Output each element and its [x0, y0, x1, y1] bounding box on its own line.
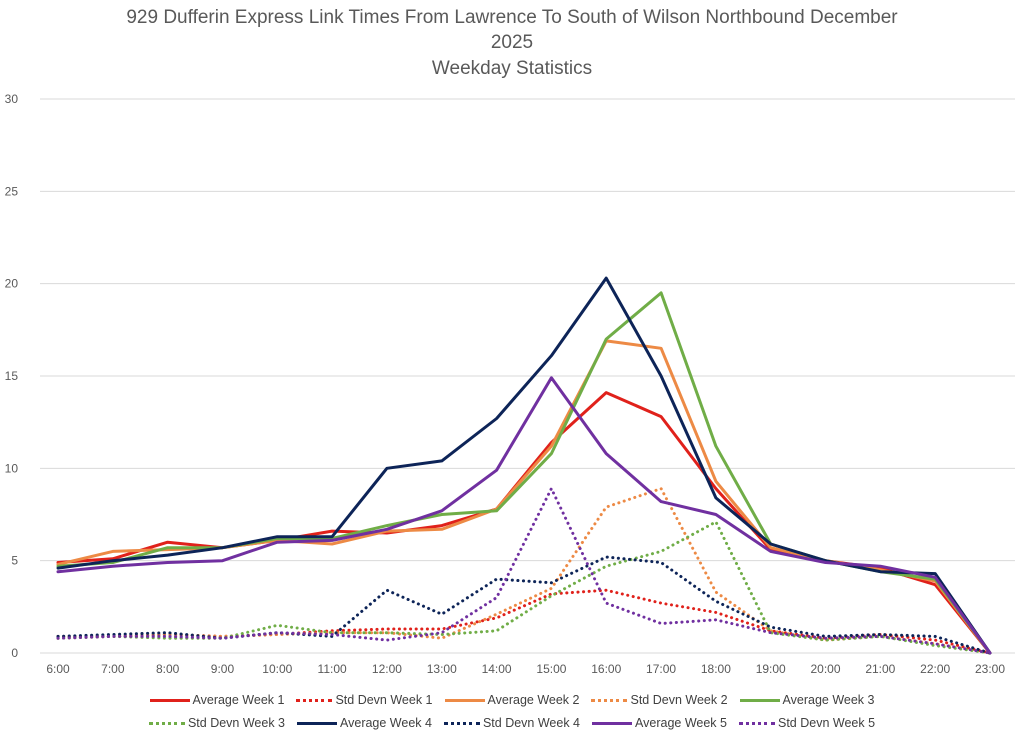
y-tick-label: 15 — [5, 369, 19, 383]
legend-item: Average Week 2 — [444, 693, 580, 707]
legend-row-2: Std Devn Week 3 Average Week 4 Std Devn We… — [0, 716, 1024, 730]
legend-dotted-line-icon — [443, 721, 480, 725]
y-tick-label: 20 — [5, 277, 19, 291]
x-tick-label: 17:00 — [646, 662, 676, 676]
x-tick-label: 16:00 — [591, 662, 621, 676]
x-tick-label: 7:00 — [101, 662, 125, 676]
x-tick-label: 14:00 — [482, 662, 512, 676]
legend-item: Average Week 1 — [149, 693, 285, 707]
x-tick-label: 23:00 — [975, 662, 1005, 676]
chart-subtitle: Weekday Statistics — [431, 58, 593, 79]
legend-solid-line-icon — [149, 698, 190, 702]
legend-label: Average Week 1 — [192, 693, 285, 707]
series-line-average-week-1 — [56, 391, 992, 655]
legend-dotted-line-icon — [148, 721, 185, 725]
legend-dotted-line-icon — [738, 721, 775, 725]
series-line-std-devn-week-4 — [56, 555, 992, 655]
legend-item: Std Devn Week 3 — [148, 716, 285, 730]
legend-dotted-line-icon — [296, 698, 333, 702]
legend-label: Std Devn Week 4 — [482, 716, 581, 730]
legend-label: Std Devn Week 2 — [630, 693, 728, 707]
x-tick-label: 20:00 — [811, 662, 841, 676]
series-line-average-week-5 — [56, 376, 992, 655]
series-line-average-week-3 — [56, 291, 992, 655]
legend-label: Average Week 3 — [782, 693, 875, 707]
x-axis-ticks: 6:00 7:00 8:00 9:00 10:00 11:00 12:00 13:00 14:0… — [46, 662, 1005, 676]
series-line-std-devn-week-1 — [56, 588, 992, 655]
line-chart: 0 5 10 15 20 25 30 6:00 7:00 8:00 9:00 10:00 11:00 1… — [5, 92, 1015, 676]
x-tick-label: 15:00 — [536, 662, 566, 676]
legend-row-1: Average Week 1 Std Devn Week 1 Average Wee… — [0, 693, 1024, 707]
x-tick-label: 11:00 — [318, 662, 347, 676]
x-tick-label: 22:00 — [920, 662, 950, 676]
legend-solid-line-icon — [739, 698, 780, 702]
y-tick-label: 5 — [11, 554, 18, 568]
legend-item: Average Week 5 — [592, 716, 727, 730]
x-tick-label: 21:00 — [865, 662, 895, 676]
legend-label: Average Week 5 — [635, 716, 727, 730]
legend-solid-line-icon — [444, 698, 485, 702]
legend-solid-line-icon — [592, 721, 633, 725]
x-tick-label: 8:00 — [156, 662, 180, 676]
y-axis-ticks: 0 5 10 15 20 25 30 — [5, 92, 19, 660]
legend-label: Std Devn Week 5 — [777, 716, 876, 730]
legend-label: Std Devn Week 3 — [187, 716, 285, 730]
x-tick-label: 12:00 — [372, 662, 402, 676]
series-line-std-devn-week-5 — [56, 487, 992, 655]
chart-title-line-2: 2025 — [490, 32, 534, 53]
x-tick-label: 6:00 — [46, 662, 70, 676]
x-tick-label: 10:00 — [262, 662, 292, 676]
chart-title-line-1: 929 Dufferin Express Link Times From Law… — [126, 7, 898, 28]
legend-item: Average Week 4 — [297, 716, 432, 730]
y-tick-label: 25 — [5, 184, 19, 198]
y-tick-label: 0 — [11, 646, 18, 660]
legend-item: Std Devn Week 1 — [296, 693, 433, 707]
legend-label: Average Week 2 — [487, 693, 580, 707]
series-line-average-week-4 — [56, 276, 992, 655]
legend-item: Std Devn Week 2 — [591, 693, 728, 707]
series-line-std-devn-week-3 — [56, 520, 992, 655]
x-tick-label: 13:00 — [427, 662, 457, 676]
x-tick-label: 19:00 — [756, 662, 786, 676]
series-line-std-devn-week-2 — [56, 487, 992, 655]
y-tick-label: 30 — [5, 92, 19, 106]
y-tick-label: 10 — [5, 461, 19, 475]
x-tick-label: 9:00 — [211, 662, 235, 676]
legend-item: Average Week 3 — [739, 693, 875, 707]
legend-solid-line-icon — [297, 721, 337, 725]
x-tick-label: 18:00 — [701, 662, 731, 676]
legend-item: Std Devn Week 5 — [738, 716, 876, 730]
series-lines — [56, 276, 992, 655]
legend-label: Std Devn Week 1 — [335, 693, 433, 707]
legend-dotted-line-icon — [591, 698, 628, 702]
legend-label: Average Week 4 — [340, 716, 432, 730]
legend-item: Std Devn Week 4 — [443, 716, 581, 730]
